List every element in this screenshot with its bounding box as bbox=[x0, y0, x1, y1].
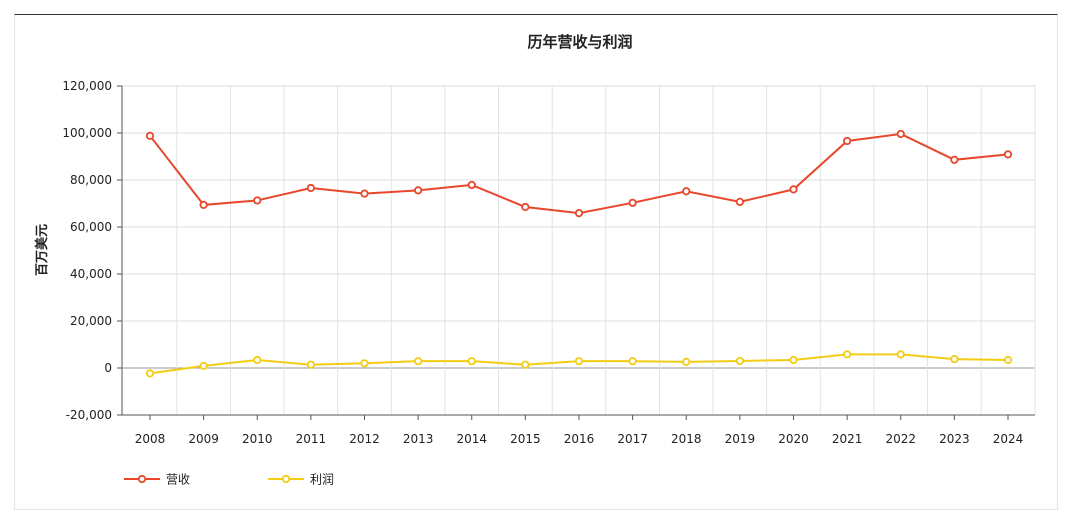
data-point bbox=[306, 183, 315, 193]
data-point bbox=[896, 129, 905, 139]
data-point bbox=[574, 357, 584, 366]
data-point bbox=[145, 369, 155, 378]
y-tick-label: 80,000 bbox=[70, 173, 112, 187]
x-tick-label: 2008 bbox=[135, 432, 166, 446]
y-tick-label: -20,000 bbox=[66, 408, 112, 422]
data-point bbox=[628, 198, 637, 207]
data-point bbox=[735, 197, 744, 206]
data-point bbox=[574, 209, 584, 218]
y-tick-label: 0 bbox=[104, 361, 112, 375]
x-tick-label: 2009 bbox=[188, 432, 219, 446]
data-point bbox=[414, 357, 423, 366]
x-tick-label: 2013 bbox=[403, 432, 434, 446]
data-point bbox=[199, 200, 208, 210]
data-point bbox=[682, 357, 691, 366]
data-point bbox=[145, 131, 155, 140]
x-tick-label: 2020 bbox=[778, 432, 809, 446]
y-axis-label: 百万美元 bbox=[34, 224, 50, 276]
chart-title: 历年营收与利润 bbox=[527, 33, 632, 51]
x-tick-label: 2024 bbox=[993, 432, 1024, 446]
x-tick-label: 2021 bbox=[832, 432, 863, 446]
data-point bbox=[789, 185, 798, 194]
data-point bbox=[843, 136, 852, 146]
data-point bbox=[950, 155, 959, 164]
data-point bbox=[843, 350, 852, 359]
series-line-1 bbox=[149, 132, 1009, 215]
axes: -20,000 0 20,000 40,000 60,000 80,000 100,000 1… bbox=[62, 79, 1035, 446]
data-point bbox=[199, 361, 208, 370]
data-point bbox=[521, 360, 530, 369]
y-tick-label: 20,000 bbox=[70, 314, 112, 328]
legend[interactable]: 营收 利润 bbox=[124, 473, 334, 487]
x-tick-label: 2010 bbox=[242, 432, 273, 446]
y-tick-label: 100,000 bbox=[62, 126, 112, 140]
legend-label: 利润 bbox=[310, 473, 334, 487]
x-tick-label: 2023 bbox=[939, 432, 970, 446]
series-lines bbox=[145, 129, 1013, 378]
x-tick-label: 2012 bbox=[349, 432, 380, 446]
data-point bbox=[253, 355, 262, 365]
y-tick-label: 40,000 bbox=[70, 267, 112, 281]
x-tick-label: 2022 bbox=[885, 432, 916, 446]
data-point bbox=[360, 189, 369, 198]
x-tick-label: 2015 bbox=[510, 432, 541, 446]
data-point bbox=[253, 196, 262, 205]
chart-frame bbox=[14, 14, 1058, 510]
x-tick-label: 2011 bbox=[296, 432, 327, 446]
data-point bbox=[735, 356, 744, 366]
data-point bbox=[1003, 150, 1013, 159]
legend-item-1[interactable]: 营收 bbox=[124, 473, 190, 487]
legend-item-2[interactable]: 利润 bbox=[268, 473, 334, 487]
data-point bbox=[360, 359, 369, 368]
data-point bbox=[467, 357, 476, 366]
data-point bbox=[1003, 355, 1013, 365]
data-point bbox=[306, 360, 315, 369]
data-point bbox=[682, 187, 691, 196]
data-point bbox=[950, 354, 959, 364]
y-tick-label: 120,000 bbox=[62, 79, 112, 93]
y-tick-label: 60,000 bbox=[70, 220, 112, 234]
legend-label: 营收 bbox=[166, 473, 190, 487]
data-point bbox=[414, 186, 423, 195]
x-tick-label: 2014 bbox=[456, 432, 487, 446]
data-point bbox=[896, 350, 905, 359]
data-point bbox=[467, 180, 476, 190]
x-tick-label: 2017 bbox=[617, 432, 648, 446]
legend-marker-icon bbox=[137, 474, 147, 484]
data-point bbox=[628, 357, 637, 366]
legend-marker-icon bbox=[281, 474, 291, 484]
x-tick-label: 2019 bbox=[725, 432, 756, 446]
x-tick-label: 2018 bbox=[671, 432, 702, 446]
data-point bbox=[521, 202, 530, 212]
x-tick-label: 2016 bbox=[564, 432, 595, 446]
data-point bbox=[789, 355, 798, 365]
